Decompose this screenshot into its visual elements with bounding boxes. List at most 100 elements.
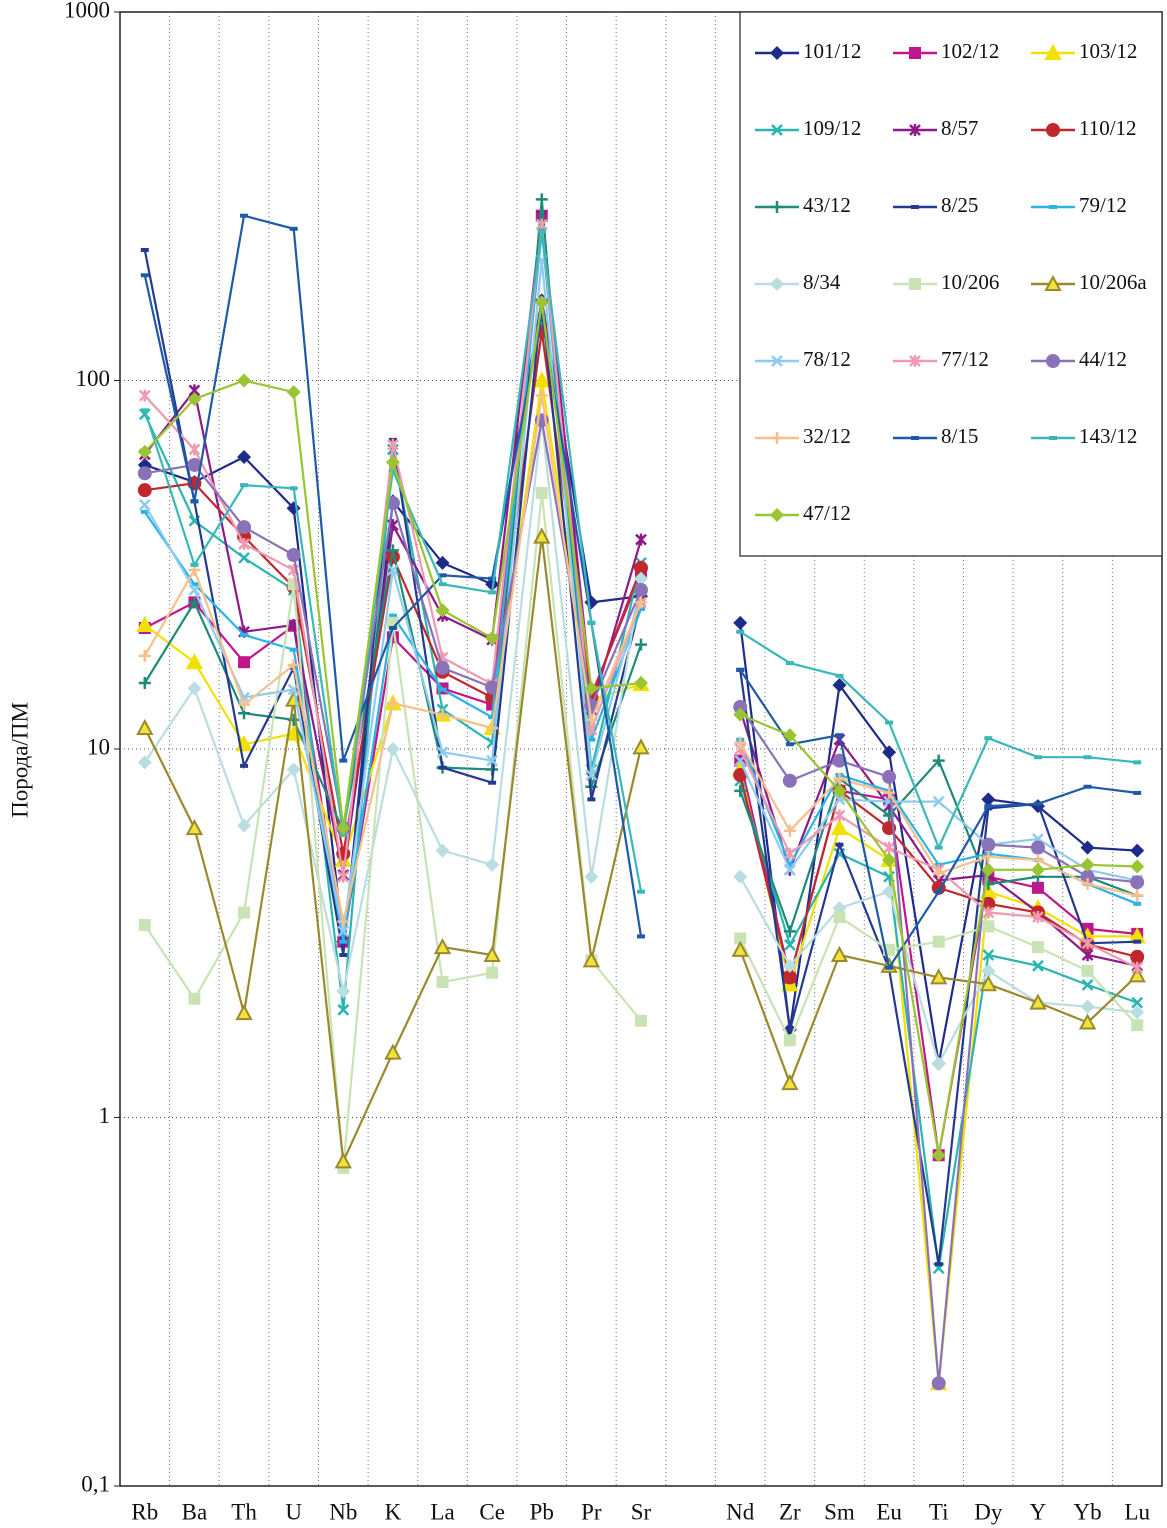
marker (1030, 840, 1045, 855)
marker (435, 603, 450, 618)
marker (932, 867, 945, 880)
series (138, 389, 1144, 928)
marker (882, 745, 897, 760)
marker (387, 564, 399, 576)
marker (585, 713, 598, 726)
marker (486, 722, 499, 735)
y-axis-label: Порода/ПМ (7, 702, 32, 818)
marker (188, 596, 201, 609)
marker (909, 355, 921, 367)
marker (386, 544, 399, 557)
x-tick-label: Sr (631, 1499, 652, 1524)
marker (1081, 878, 1094, 891)
x-tick-label: La (430, 1499, 454, 1524)
marker (634, 560, 648, 575)
marker (1131, 996, 1144, 1009)
y-tick-label: 100 (76, 366, 111, 391)
series (137, 413, 1145, 1071)
marker (1078, 1013, 1097, 1030)
series-line (739, 748, 1138, 969)
marker (634, 583, 648, 598)
x-tick-label: Lu (1124, 1499, 1150, 1524)
marker (433, 937, 452, 955)
marker (832, 753, 847, 768)
marker (883, 786, 896, 799)
marker (882, 884, 897, 899)
marker (535, 218, 548, 231)
marker (1130, 1005, 1145, 1020)
marker (535, 389, 548, 402)
marker (238, 698, 251, 711)
marker (1032, 911, 1044, 924)
legend-label: 43/12 (803, 193, 851, 217)
marker (187, 681, 202, 696)
marker (782, 773, 797, 788)
marker (731, 940, 749, 957)
marker (386, 697, 399, 710)
marker (138, 498, 151, 511)
marker (771, 124, 783, 136)
marker (830, 945, 849, 963)
marker (1080, 857, 1095, 872)
marker (909, 124, 921, 136)
marker (287, 659, 300, 672)
marker (238, 552, 250, 564)
marker (337, 870, 350, 883)
marker (830, 818, 849, 836)
marker (979, 975, 998, 992)
marker (237, 520, 252, 535)
legend-label: 10/206 (941, 270, 999, 294)
marker (932, 935, 945, 948)
marker (1080, 869, 1095, 884)
marker (237, 373, 252, 388)
marker (1130, 859, 1145, 874)
marker (1131, 889, 1144, 902)
legend-label: 44/12 (1079, 347, 1127, 371)
marker (137, 483, 152, 498)
marker (783, 925, 796, 938)
legend-label: 143/12 (1079, 424, 1137, 448)
marker (932, 754, 945, 767)
marker (909, 278, 921, 290)
marker (436, 746, 449, 759)
marker (337, 915, 350, 928)
marker (136, 615, 154, 633)
marker (1029, 993, 1047, 1010)
marker (1130, 949, 1145, 964)
marker (483, 945, 501, 963)
series-line (739, 769, 1138, 1384)
x-tick-label: Rb (131, 1499, 158, 1524)
marker (981, 963, 996, 978)
marker (1081, 979, 1094, 991)
marker (188, 443, 201, 456)
marker (634, 676, 648, 691)
legend: 101/12 102/12 103/12 109/12 8/57 110/12 43/12 8… (739, 11, 1163, 557)
marker (535, 487, 548, 500)
marker (733, 768, 748, 783)
x-tick-label: Nd (726, 1499, 755, 1524)
series-line (739, 713, 1138, 1156)
marker (782, 970, 797, 985)
marker (770, 277, 784, 291)
legend-label: 8/34 (803, 270, 841, 294)
marker (137, 466, 152, 481)
marker (436, 976, 449, 989)
marker (137, 444, 152, 459)
marker (1044, 43, 1062, 60)
y-tick-label: 10 (87, 734, 110, 759)
marker (982, 920, 995, 933)
marker (770, 46, 784, 60)
marker (237, 818, 252, 833)
marker (1044, 274, 1062, 291)
marker (185, 818, 204, 836)
marker (1130, 843, 1145, 858)
legend-label: 78/12 (803, 347, 851, 371)
marker (833, 772, 846, 785)
marker (1046, 123, 1060, 137)
legend-label: 110/12 (1079, 116, 1137, 140)
marker (185, 653, 204, 670)
marker (385, 549, 400, 564)
marker (783, 847, 796, 860)
legend-label: 32/12 (803, 424, 851, 448)
marker (436, 708, 449, 721)
